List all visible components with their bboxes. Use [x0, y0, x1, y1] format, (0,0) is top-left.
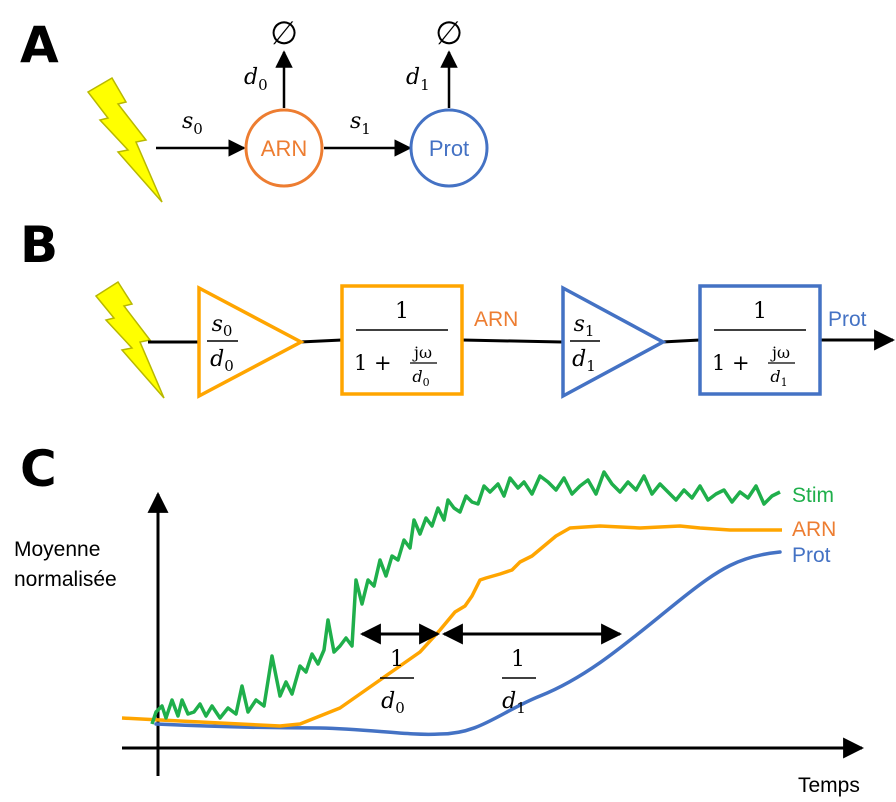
- svg-text:jω: jω: [770, 343, 790, 362]
- svg-text:1: 1: [390, 647, 404, 672]
- prot-node: [409, 108, 489, 188]
- svg-text:1: 1: [753, 299, 767, 324]
- prot-node-label: Prot: [429, 136, 469, 161]
- y-axis-label-line2: normalisée: [14, 568, 117, 591]
- panel-b-letter: B: [20, 216, 58, 274]
- svg-text:jω: jω: [412, 343, 432, 362]
- rate-d0-label: d0: [244, 65, 268, 94]
- gain1-fraction: s1 d1: [570, 312, 600, 375]
- arn-node-label: ARN: [261, 136, 307, 161]
- rate-s0-label: s0: [182, 109, 203, 138]
- svg-text:1: 1: [511, 647, 525, 672]
- legend-prot: Prot: [792, 544, 831, 567]
- svg-text:s1: s1: [574, 312, 595, 340]
- gain0-fraction: s0 d0: [207, 312, 238, 375]
- panel-b: B s0 d0 1 1 + jω d0 ARN s1: [20, 216, 896, 399]
- panel-a: A s0 ARN s1 Prot ∅ d0 ∅ d1: [20, 14, 489, 203]
- filter0-transfer-function: 1 1 + jω d0: [354, 299, 448, 389]
- delay-label-d0: 1 d0: [380, 647, 414, 717]
- y-axis-label-line1: Moyenne: [14, 538, 100, 561]
- panel-c: C Moyenne normalisée Temps Stim ARN Prot…: [14, 440, 865, 797]
- degradation-symbol-prot: ∅: [435, 14, 463, 52]
- x-axis-label: Temps: [798, 774, 860, 797]
- rate-d1-label: d1: [406, 65, 430, 94]
- svg-text:d0: d0: [210, 347, 234, 375]
- svg-text:d0: d0: [412, 367, 429, 389]
- svg-text:s0: s0: [212, 312, 233, 340]
- filter-d0-box: [340, 284, 464, 396]
- svg-text:d1: d1: [572, 347, 596, 375]
- panel-c-letter: C: [20, 440, 57, 498]
- gain-s0-d0-amplifier: [197, 285, 305, 399]
- svg-text:1 +: 1 +: [354, 351, 392, 375]
- filter-d1-box: [698, 284, 822, 396]
- panel-a-letter: A: [20, 16, 59, 74]
- legend-arn: ARN: [792, 518, 836, 541]
- curve-arn: [121, 524, 782, 728]
- svg-text:1: 1: [395, 299, 409, 324]
- arn-node: [244, 108, 324, 188]
- svg-text:d1: d1: [502, 689, 526, 717]
- prot-signal-label: Prot: [828, 308, 867, 331]
- delay-label-d1: 1 d1: [502, 647, 536, 717]
- wire-filter0-gain1: [461, 338, 563, 344]
- svg-text:1 +: 1 +: [712, 351, 750, 375]
- rate-s1-label: s1: [350, 109, 371, 138]
- legend-stim: Stim: [792, 484, 834, 507]
- wire-gain0-filter0: [299, 338, 343, 344]
- degradation-symbol-arn: ∅: [270, 14, 298, 52]
- stimulus-lightning-icon: [86, 76, 163, 203]
- gain-s1-d1-amplifier: [561, 285, 667, 399]
- svg-text:d0: d0: [381, 689, 405, 717]
- wire-gain1-filter1: [661, 338, 701, 344]
- svg-text:d1: d1: [770, 367, 787, 389]
- curve-stim: [150, 470, 781, 725]
- curve-prot: [154, 550, 782, 737]
- arn-signal-label: ARN: [474, 308, 518, 331]
- filter1-transfer-function: 1 1 + jω d1: [712, 299, 806, 389]
- stimulus-lightning-icon-b: [94, 280, 165, 399]
